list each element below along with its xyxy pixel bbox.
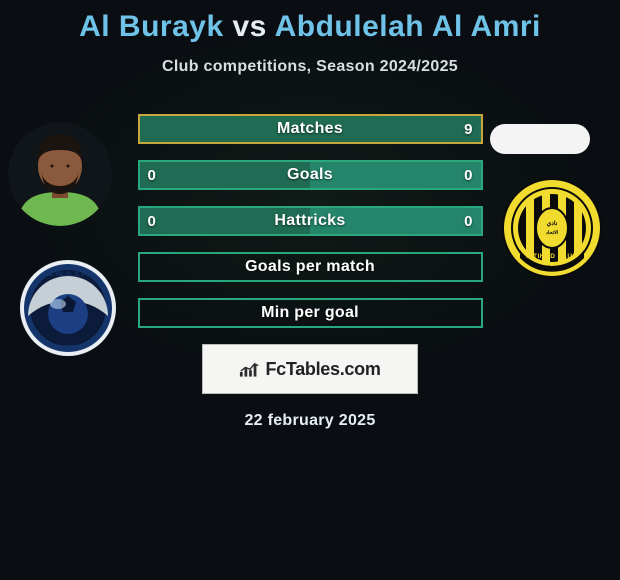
stat-value-right: 0 (456, 208, 480, 234)
brand-box: FcTables.com (202, 344, 418, 394)
subtitle: Club competitions, Season 2024/2025 (0, 58, 620, 76)
stat-row: Goals0 0 (138, 160, 483, 190)
snapshot-date: 22 february 2025 (0, 412, 620, 430)
svg-text:ITTIHAD CLUB: ITTIHAD CLUB (526, 253, 578, 260)
svg-text:1957: 1957 (60, 345, 76, 352)
brand-icon (239, 361, 261, 377)
stat-row: Goals per match (138, 252, 483, 282)
player2-photo-placeholder (490, 124, 590, 154)
stat-label: Matches (140, 116, 481, 142)
player1-club-badge: AL HILAL S. FC 1957 (18, 258, 118, 358)
comparison-title: Al Burayk vs Abdulelah Al Amri (0, 0, 620, 44)
vs-text: vs (232, 10, 266, 43)
stat-row: Hattricks0 0 (138, 206, 483, 236)
stat-label: Goals (140, 162, 481, 188)
svg-text:نادي: نادي (547, 220, 558, 227)
svg-text:AL HILAL S. FC: AL HILAL S. FC (46, 272, 91, 278)
stat-label: Min per goal (140, 300, 481, 326)
stat-row: Min per goal (138, 298, 483, 328)
stat-value-left: 0 (140, 208, 164, 234)
player1-photo (8, 122, 112, 226)
svg-text:1927 · ١٣٤٦: 1927 · ١٣٤٦ (541, 264, 562, 269)
stat-label: Hattricks (140, 208, 481, 234)
stat-row: Matches9 (138, 114, 483, 144)
player2-name: Abdulelah Al Amri (275, 10, 541, 43)
stat-value-right: 0 (456, 162, 480, 188)
player1-name: Al Burayk (79, 10, 224, 43)
stat-value-left: 0 (140, 162, 164, 188)
stats-block: Matches9Goals00Hattricks00Goals per matc… (138, 114, 483, 328)
stat-label: Goals per match (140, 254, 481, 280)
stat-value-right: 9 (456, 116, 480, 142)
brand-text: FcTables.com (265, 359, 380, 380)
player2-club-badge: نادي الاتحاد ITTIHAD CLUB 1927 · ١٣٤٦ (502, 178, 602, 278)
svg-text:الاتحاد: الاتحاد (546, 230, 559, 236)
